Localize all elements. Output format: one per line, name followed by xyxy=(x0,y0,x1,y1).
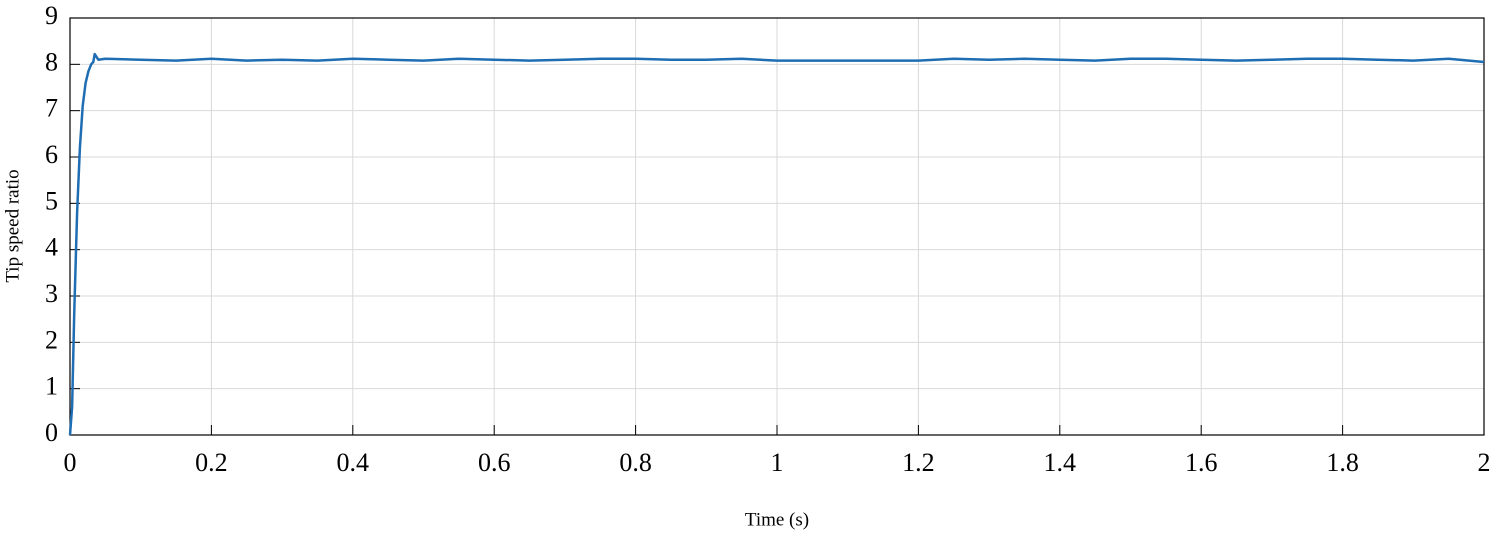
x-tick-label: 1 xyxy=(771,448,784,477)
x-tick-label: 1.4 xyxy=(1044,448,1077,477)
y-tick-label: 8 xyxy=(45,47,58,76)
y-tick-label: 6 xyxy=(45,140,58,169)
x-tick-label: 0 xyxy=(64,448,77,477)
y-tick-label: 5 xyxy=(45,186,58,215)
y-tick-label: 3 xyxy=(45,279,58,308)
plot-frame xyxy=(69,17,1485,436)
y-tick-label: 0 xyxy=(45,418,58,447)
x-axis-label: Time (s) xyxy=(745,509,809,530)
x-tick-label: 0.6 xyxy=(478,448,511,477)
x-tick-label: 0.8 xyxy=(619,448,652,477)
x-tick-label: 1.6 xyxy=(1185,448,1218,477)
x-tick-label: 0.4 xyxy=(337,448,370,477)
x-tick-label: 0.2 xyxy=(195,448,228,477)
x-tick-label: 1.8 xyxy=(1326,448,1359,477)
x-tick-label: 2 xyxy=(1478,448,1491,477)
y-tick-label: 9 xyxy=(45,1,58,30)
y-tick-label: 2 xyxy=(45,325,58,354)
y-axis-label: Tip speed ratio xyxy=(2,169,23,282)
y-tick-label: 1 xyxy=(45,372,58,401)
x-tick-label: 1.2 xyxy=(902,448,935,477)
y-tick-label: 7 xyxy=(45,94,58,123)
y-tick-label: 4 xyxy=(45,233,58,262)
data-line xyxy=(68,52,1485,436)
